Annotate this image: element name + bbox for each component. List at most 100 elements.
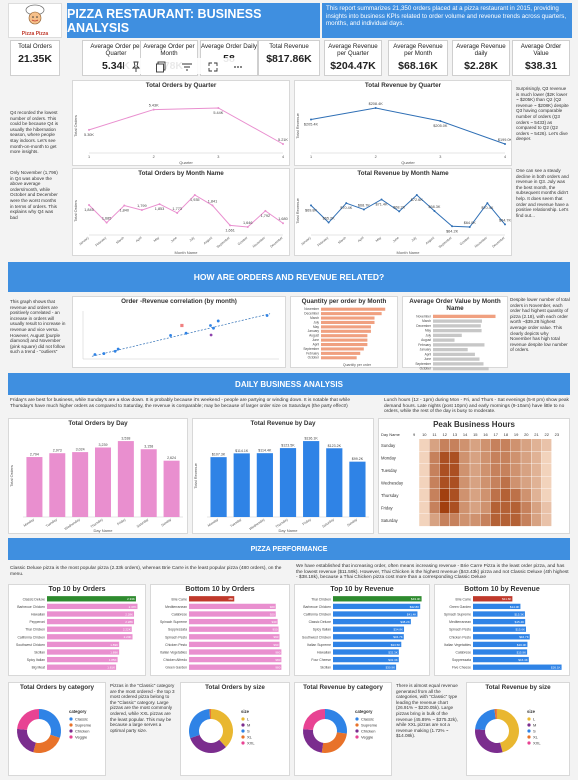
data-label: 1,840 (120, 209, 130, 213)
heat-cell (551, 514, 562, 527)
tick-label: Friday (302, 517, 312, 526)
bar-value: 2.24K (124, 635, 132, 639)
x-axis-label: Day Name (94, 528, 114, 533)
tick-label: Monday (23, 517, 35, 527)
tick-label: November (252, 235, 267, 248)
bar-value: 1.81K (107, 666, 115, 670)
bar (47, 641, 120, 648)
relation-section-banner: HOW ARE ORDERS AND REVENUE RELATED? (8, 262, 570, 292)
y-axis-label: Total Orders (9, 465, 14, 487)
bar-label: Mediterranean (449, 620, 471, 624)
pin-icon[interactable] (130, 60, 144, 72)
legend-item: S (247, 729, 250, 734)
bar-label: Barbecue Chicken (17, 605, 45, 609)
data-point (140, 209, 143, 212)
column-label: 14 (463, 432, 468, 437)
heat-cell (419, 439, 429, 452)
heat-cell (480, 501, 491, 514)
data-label: 5.44K (213, 111, 223, 115)
row-label: Saturday (381, 518, 399, 523)
bar (433, 366, 489, 371)
heat-cell (541, 501, 552, 514)
heat-cell (409, 514, 419, 527)
heat-cell (500, 451, 511, 464)
data-label: 1,646 (243, 221, 253, 225)
quarter-orders-title: Total Orders by Quarter (145, 82, 217, 89)
heat-cell (439, 476, 450, 489)
kpi-card-8: Average Order Value $38.31 (512, 40, 570, 76)
aov-chart: NovemberMarchDecemberMayJulyAugustFebrua… (415, 314, 496, 371)
bar-value: $16.0K (517, 643, 527, 647)
bar (321, 320, 375, 325)
legend-item: XXL (247, 741, 255, 746)
copy-icon[interactable] (155, 60, 169, 73)
bar-label: Italian Vegetables (444, 643, 471, 647)
data-label: $64.2K (446, 229, 459, 233)
equal-revenue-note: There is almost equal revenue generated … (396, 683, 458, 739)
bar-label: Pepperoni (30, 620, 46, 624)
bar (189, 603, 276, 610)
heat-cell (521, 514, 531, 527)
bar-label: Calabrese (172, 613, 188, 617)
data-point (88, 203, 90, 206)
bar-label: Green Garden (165, 666, 187, 670)
tick-label: 4 (504, 155, 506, 159)
legend-item: L (533, 717, 536, 722)
data-point (374, 107, 377, 109)
heat-cell (429, 489, 440, 502)
heat-cell (531, 439, 542, 452)
heat-cell (409, 476, 419, 489)
bottom-revenue-card: Bottom 10 by Revenue Brie Carre $11.6K Gre… (434, 584, 570, 676)
bar-label: July (313, 320, 319, 324)
bar-label: Spinach Pesto (449, 628, 471, 632)
more-options-icon[interactable] (232, 60, 246, 72)
tick-label: 4 (282, 155, 284, 159)
kpi-card-6: Average Revenue per Month $68.16K (388, 40, 448, 76)
bar (433, 362, 484, 366)
legend-item: L (247, 717, 250, 722)
bar-label: March (310, 316, 319, 320)
heat-cell (531, 501, 542, 514)
donut-slice (189, 709, 211, 739)
focus-mode-icon[interactable] (207, 60, 221, 72)
bar (279, 448, 297, 517)
category-revenue-title: Total Revenue by category (303, 684, 383, 691)
heat-cell (511, 476, 521, 489)
bar-value: 940 (272, 620, 277, 624)
scatter-point (113, 349, 117, 353)
bar-value: $123.5K (281, 444, 295, 448)
heat-cell (419, 451, 429, 464)
data-label: 1,685 (102, 217, 112, 221)
data-point (439, 120, 442, 123)
bar (433, 328, 482, 333)
heat-cell (500, 464, 511, 477)
q3-revenue-note: Surprisingly, Q3 revenue is much lower (… (516, 86, 569, 142)
day-revenue-card: Total Revenue by Day Total Revenue $107.3… (192, 418, 374, 534)
data-label: 1,661 (225, 228, 235, 232)
heat-cell (511, 451, 521, 464)
bar-value: 980 (275, 658, 280, 662)
legend-swatch (527, 735, 531, 739)
data-point (433, 210, 436, 212)
legend-item: Supreme (75, 723, 92, 728)
legend-item: Chicken (75, 729, 89, 734)
data-label: 5.30K (84, 133, 94, 137)
legend-swatch (241, 735, 245, 739)
data-point (152, 108, 155, 111)
kpi-value: $204.47K (330, 60, 376, 72)
tick-label: August (203, 236, 213, 246)
legend-item: XL (247, 735, 253, 740)
series-line (88, 194, 284, 228)
filter-icon[interactable] (181, 60, 195, 72)
tick-label: January (300, 235, 312, 246)
heat-cell (439, 439, 450, 452)
bar (47, 596, 136, 602)
bar-value: $11.6K (502, 597, 511, 601)
heat-cell (449, 451, 460, 464)
peak-hours-card: Peak Business Hours Day Name 9 10 11 12 13 14 1… (378, 418, 570, 534)
bar-value: $114.4K (258, 449, 272, 453)
x-axis-label: Quarter (401, 160, 415, 165)
quarter-orders-chart: Total Orders Quarter 5.30K 1 5.43K 2 5.44K 3 5.2… (73, 104, 288, 165)
bar-value: $42.8K (410, 605, 420, 609)
